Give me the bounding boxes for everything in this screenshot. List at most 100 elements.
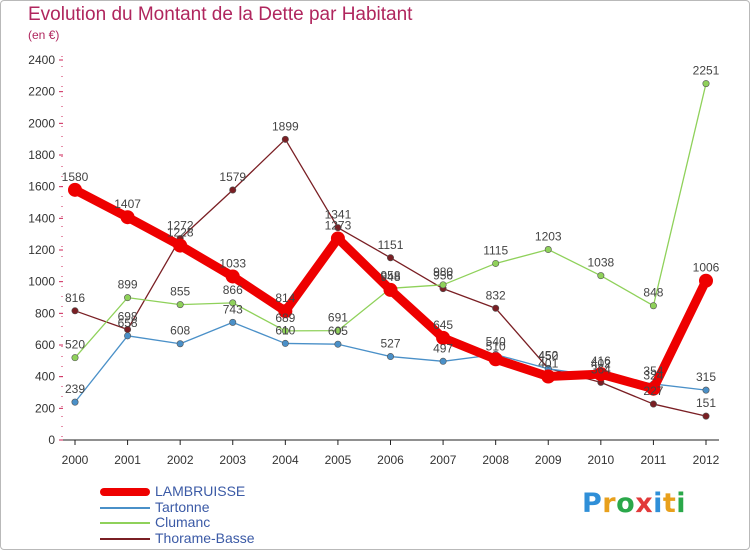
legend-swatch-thorame-basse	[100, 537, 150, 540]
data-point-lambruisse	[68, 182, 82, 197]
data-label-thorame-basse: 151	[696, 396, 716, 410]
data-label-tartonne: 354	[643, 364, 663, 378]
data-point-thorame-basse	[386, 254, 394, 262]
logo-letter: i	[653, 488, 663, 519]
data-label-lambruisse: 1273	[325, 218, 352, 232]
x-tick-label: 2001	[114, 453, 141, 467]
data-label-tartonne: 239	[65, 382, 85, 396]
data-label-clumanc: 980	[433, 265, 453, 279]
logo-letter: i	[676, 488, 687, 519]
y-tick-label: 2400	[28, 53, 55, 67]
data-point-clumanc	[702, 80, 710, 88]
data-point-tartonne	[334, 340, 342, 348]
data-point-clumanc	[124, 294, 132, 302]
data-label-thorame-basse: 1151	[378, 238, 404, 252]
data-label-tartonne: 608	[170, 324, 190, 338]
y-tick-label: 0	[48, 433, 55, 447]
data-label-thorame-basse: 1579	[219, 170, 246, 184]
data-label-clumanc: 1115	[483, 243, 508, 257]
x-tick-label: 2009	[535, 453, 562, 467]
y-tick-label: 2200	[28, 85, 55, 99]
data-point-tartonne	[124, 332, 132, 340]
x-tick-label: 2004	[272, 453, 299, 467]
data-label-tartonne: 743	[223, 302, 243, 316]
legend-swatch-lambruisse	[100, 488, 150, 496]
y-tick-label: 800	[35, 306, 55, 320]
data-point-tartonne	[229, 318, 237, 326]
data-label-clumanc: 691	[328, 311, 348, 325]
data-label-tartonne: 605	[328, 324, 348, 338]
x-tick-label: 2012	[693, 453, 720, 467]
data-point-lambruisse	[330, 231, 345, 246]
data-label-thorame-basse: 1341	[325, 208, 352, 222]
y-tick-label: 1200	[28, 243, 55, 257]
data-point-clumanc	[597, 272, 605, 280]
data-label-thorame-basse: 956	[433, 269, 453, 283]
data-label-lambruisse: 510	[486, 339, 506, 353]
data-point-clumanc	[649, 302, 657, 310]
x-tick-label: 2011	[641, 453, 667, 467]
data-label-clumanc: 689	[275, 311, 295, 325]
data-label-tartonne: 450	[538, 349, 558, 363]
data-point-thorame-basse	[281, 135, 289, 143]
data-label-lambruisse: 401	[538, 357, 558, 371]
x-tick-label: 2008	[482, 453, 509, 467]
data-point-lambruisse	[225, 269, 240, 284]
logo-letter: o	[616, 488, 636, 519]
y-tick-label: 1800	[28, 148, 55, 162]
data-label-lambruisse: 1228	[167, 226, 194, 240]
x-tick-label: 2002	[167, 453, 194, 467]
data-point-thorame-basse	[334, 224, 342, 232]
data-point-clumanc	[544, 246, 552, 254]
x-tick-label: 2000	[62, 453, 89, 467]
data-point-clumanc	[334, 327, 342, 335]
data-point-tartonne	[176, 340, 184, 348]
data-point-lambruisse	[383, 282, 398, 297]
data-label-clumanc: 866	[223, 283, 243, 297]
logo-letter: x	[635, 488, 654, 519]
data-label-lambruisse: 645	[433, 318, 453, 332]
y-tick-label: 1000	[28, 275, 55, 289]
x-tick-label: 2007	[430, 453, 457, 467]
data-label-tartonne: 315	[696, 370, 716, 384]
data-label-tartonne: 540	[486, 335, 506, 349]
data-label-thorame-basse: 1272	[167, 219, 194, 233]
data-label-tartonne: 527	[380, 337, 400, 351]
data-point-lambruisse	[541, 369, 556, 384]
data-label-lambruisse: 1006	[693, 261, 720, 275]
y-tick-label: 1400	[28, 211, 55, 225]
data-point-tartonne	[71, 398, 79, 406]
data-label-clumanc: 899	[118, 278, 138, 292]
data-point-lambruisse	[646, 381, 661, 396]
data-label-thorame-basse: 1899	[272, 119, 299, 133]
data-point-clumanc	[176, 301, 184, 309]
data-point-clumanc	[492, 259, 500, 267]
data-label-thorame-basse: 816	[65, 291, 85, 305]
data-point-lambruisse	[278, 304, 293, 319]
legend-swatch-clumanc	[100, 522, 150, 524]
data-point-thorame-basse	[702, 412, 710, 420]
logo-letter: P	[582, 488, 603, 519]
logo-letter: t	[662, 488, 677, 519]
data-point-thorame-basse	[71, 307, 79, 315]
data-point-lambruisse	[488, 352, 503, 367]
chart-title: Evolution du Montant de la Dette par Hab…	[28, 4, 413, 25]
data-label-lambruisse: 948	[380, 270, 400, 284]
x-tick-label: 2006	[377, 453, 404, 467]
data-label-lambruisse: 1407	[114, 197, 141, 211]
logo-letter: r	[602, 488, 617, 519]
data-point-thorame-basse	[649, 400, 657, 408]
y-tick-label: 1600	[28, 180, 55, 194]
data-label-clumanc: 1203	[535, 230, 562, 244]
data-label-thorame-basse: 698	[118, 309, 138, 323]
data-label-lambruisse: 416	[591, 354, 611, 368]
series-lines	[68, 80, 713, 420]
y-tick-label: 2000	[28, 116, 55, 130]
x-tick-label: 2005	[325, 453, 352, 467]
y-tick-label: 600	[35, 338, 55, 352]
legend-label-tartonne: Tartonne	[155, 498, 210, 515]
data-label-tartonne: 610	[275, 323, 295, 337]
data-label-lambruisse: 1033	[219, 256, 246, 270]
data-point-tartonne	[281, 339, 289, 347]
